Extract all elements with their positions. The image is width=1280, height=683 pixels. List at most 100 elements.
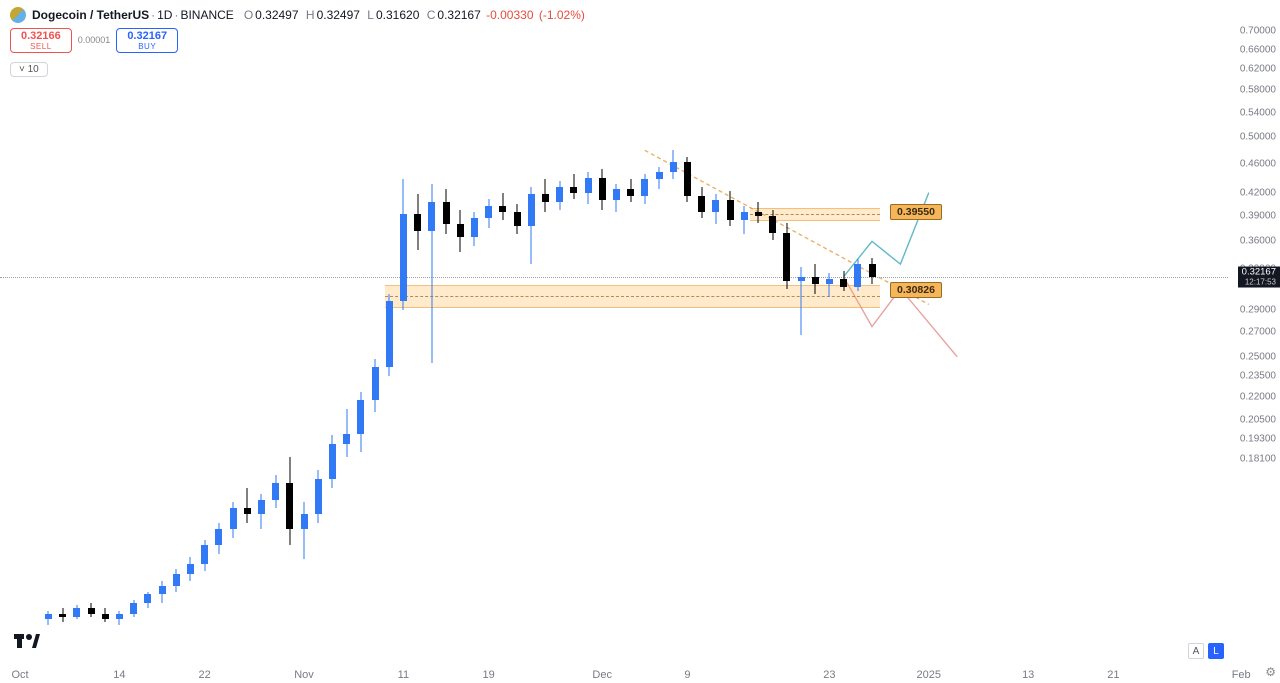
interval[interactable]: 1D (157, 8, 172, 22)
candle (768, 210, 777, 240)
candle (527, 187, 536, 265)
candle (470, 212, 479, 246)
candle (328, 435, 337, 488)
price-tick: 0.19300 (1240, 433, 1276, 444)
candle (683, 157, 692, 202)
time-tick: Feb (1232, 669, 1251, 681)
price-tick: 0.36000 (1240, 236, 1276, 247)
settings-icon[interactable]: ⚙ (1265, 665, 1276, 679)
price-tick: 0.23500 (1240, 371, 1276, 382)
candle (129, 600, 138, 617)
symbol-icon (10, 7, 26, 23)
time-tick: Dec (592, 669, 612, 681)
candle (87, 603, 96, 617)
candle (726, 191, 735, 226)
projection-overlay (0, 22, 1228, 663)
symbol-name[interactable]: Dogecoin / TetherUS (32, 8, 149, 22)
price-tick: 0.29000 (1240, 304, 1276, 315)
candle (229, 502, 238, 538)
candle (158, 581, 167, 602)
current-price-tag: 0.3216712:17:53 (1238, 266, 1280, 287)
time-axis[interactable]: Oct1422Nov1119Dec92320251321Feb (0, 663, 1228, 683)
candle (655, 167, 664, 189)
time-tick: 23 (823, 669, 835, 681)
candle (782, 223, 791, 289)
candle (711, 194, 720, 224)
candle (754, 202, 763, 223)
price-tick: 0.70000 (1240, 25, 1276, 36)
support-price-label: 0.30826 (890, 282, 942, 298)
time-tick: 13 (1022, 669, 1034, 681)
candle (541, 179, 550, 212)
candle (484, 199, 493, 229)
candle (172, 569, 181, 592)
candle (442, 189, 451, 235)
candle (797, 267, 806, 335)
candle (101, 608, 110, 622)
candle (285, 457, 294, 545)
exchange: BINANCE (180, 8, 233, 22)
candle (72, 605, 81, 619)
support-zone-midline (385, 296, 880, 297)
candle (555, 181, 564, 209)
candle (669, 150, 678, 179)
candle (44, 611, 53, 625)
candle (740, 206, 749, 234)
price-tick: 0.27000 (1240, 327, 1276, 338)
candle (271, 475, 280, 508)
candle (300, 502, 309, 559)
time-tick: 11 (398, 669, 409, 681)
price-tick: 0.46000 (1240, 158, 1276, 169)
candle (399, 179, 408, 309)
candle (214, 523, 223, 554)
time-tick: Oct (11, 669, 28, 681)
resistance-price-label: 0.39550 (890, 204, 942, 220)
candle (513, 204, 522, 234)
tradingview-logo (14, 634, 40, 655)
time-tick: 9 (684, 669, 690, 681)
price-tick: 0.42000 (1240, 187, 1276, 198)
price-axis[interactable]: 0.700000.660000.620000.580000.540000.500… (1228, 0, 1280, 663)
price-tick: 0.50000 (1240, 132, 1276, 143)
price-tick: 0.54000 (1240, 108, 1276, 119)
time-tick: Nov (294, 669, 314, 681)
candle (640, 174, 649, 204)
price-tick: 0.58000 (1240, 85, 1276, 96)
time-tick: 2025 (917, 669, 941, 681)
candle (115, 611, 124, 625)
candle (314, 470, 323, 523)
candle (200, 540, 209, 571)
price-tick: 0.18100 (1240, 453, 1276, 464)
candle (371, 359, 380, 412)
candle (811, 264, 820, 294)
auto-button[interactable]: A (1188, 643, 1204, 659)
candle (825, 273, 834, 297)
time-tick: 22 (198, 669, 210, 681)
candle (257, 494, 266, 529)
price-tick: 0.39000 (1240, 211, 1276, 222)
candle (868, 258, 877, 284)
price-tick: 0.22000 (1240, 392, 1276, 403)
log-button[interactable]: L (1208, 643, 1224, 659)
chart-plot-area[interactable]: 0.39550 0.30826 (0, 22, 1228, 663)
candle (598, 169, 607, 209)
candle (427, 184, 436, 363)
candle (612, 184, 621, 212)
candle (356, 392, 365, 453)
price-tick: 0.25000 (1240, 351, 1276, 362)
candle (584, 172, 593, 204)
corner-toggles: A L (1188, 643, 1224, 659)
candle (626, 179, 635, 201)
ohlc-readout: O0.32497 H0.32497 L0.31620 C0.32167 -0.0… (242, 8, 587, 22)
candle (697, 187, 706, 218)
candle (342, 409, 351, 457)
candle (498, 193, 507, 221)
candle (569, 174, 578, 198)
time-tick: 14 (113, 669, 125, 681)
candle (385, 294, 394, 377)
time-tick: 21 (1107, 669, 1119, 681)
price-tick: 0.20500 (1240, 414, 1276, 425)
price-tick: 0.62000 (1240, 64, 1276, 75)
candle (839, 271, 848, 291)
candle (143, 592, 152, 608)
